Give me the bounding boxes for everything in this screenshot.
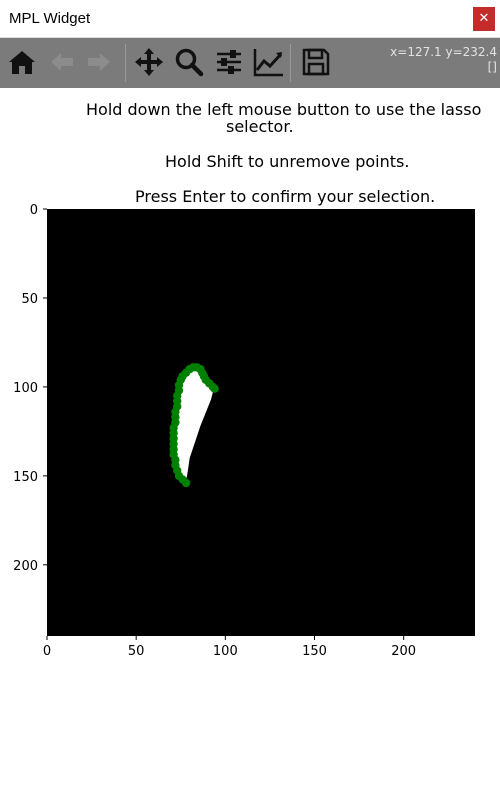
home-icon [9, 51, 35, 74]
edit-axis-button[interactable] [252, 45, 286, 79]
instruction-enter: Press Enter to confirm your selection. [135, 187, 436, 206]
pan-button[interactable] [132, 45, 166, 79]
navigation-toolbar: x=127.1 y=232.4 [] [0, 38, 500, 88]
toolbar-separator [290, 44, 291, 82]
window-title: MPL Widget [9, 10, 91, 27]
pan-icon [135, 48, 163, 76]
title-bar: MPL Widget ✕ [0, 0, 500, 38]
zoom-button[interactable] [172, 45, 206, 79]
x-tick-label: 150 [302, 644, 327, 659]
save-icon [302, 48, 330, 76]
configure-subplots-button[interactable] [212, 45, 246, 79]
instruction-lasso: Hold down the left mouse button to use t… [86, 100, 482, 119]
forward-button[interactable] [82, 45, 116, 79]
toolbar-separator [125, 44, 126, 82]
x-tick-label: 50 [128, 644, 145, 659]
image-axes[interactable] [47, 209, 475, 636]
save-button[interactable] [299, 45, 333, 79]
y-tick-label: 200 [13, 559, 38, 574]
plot-area[interactable]: 0 50 100 150 200 0 50 100 150 200 [0, 200, 500, 670]
lasso-selection [169, 363, 219, 488]
zoom-icon [175, 48, 204, 77]
y-tick-label: 50 [21, 292, 38, 307]
home-button[interactable] [5, 45, 39, 79]
x-tick-label: 0 [43, 644, 51, 659]
close-button[interactable]: ✕ [473, 7, 495, 31]
y-axis: 0 50 100 150 200 [13, 203, 47, 574]
y-tick-label: 0 [30, 203, 38, 218]
selection-readout: [] [487, 60, 497, 74]
configure-subplots-icon [217, 50, 241, 74]
x-tick-label: 100 [213, 644, 238, 659]
y-tick-label: 100 [13, 381, 38, 396]
x-tick-label: 200 [391, 644, 416, 659]
back-button[interactable] [45, 45, 79, 79]
back-icon [51, 53, 73, 71]
y-tick-label: 150 [13, 470, 38, 485]
coords-readout: x=127.1 y=232.4 [390, 45, 497, 59]
mask-region [173, 369, 213, 482]
edit-axis-icon [253, 49, 283, 77]
forward-icon [88, 53, 110, 71]
selection-point [210, 384, 219, 393]
x-axis: 0 50 100 150 200 [43, 636, 416, 659]
instruction-shift: Hold Shift to unremove points. [165, 152, 410, 171]
cursor-coordinates: x=127.1 y=232.4 [] [390, 45, 497, 75]
instruction-lasso-continued: selector. [226, 117, 294, 136]
